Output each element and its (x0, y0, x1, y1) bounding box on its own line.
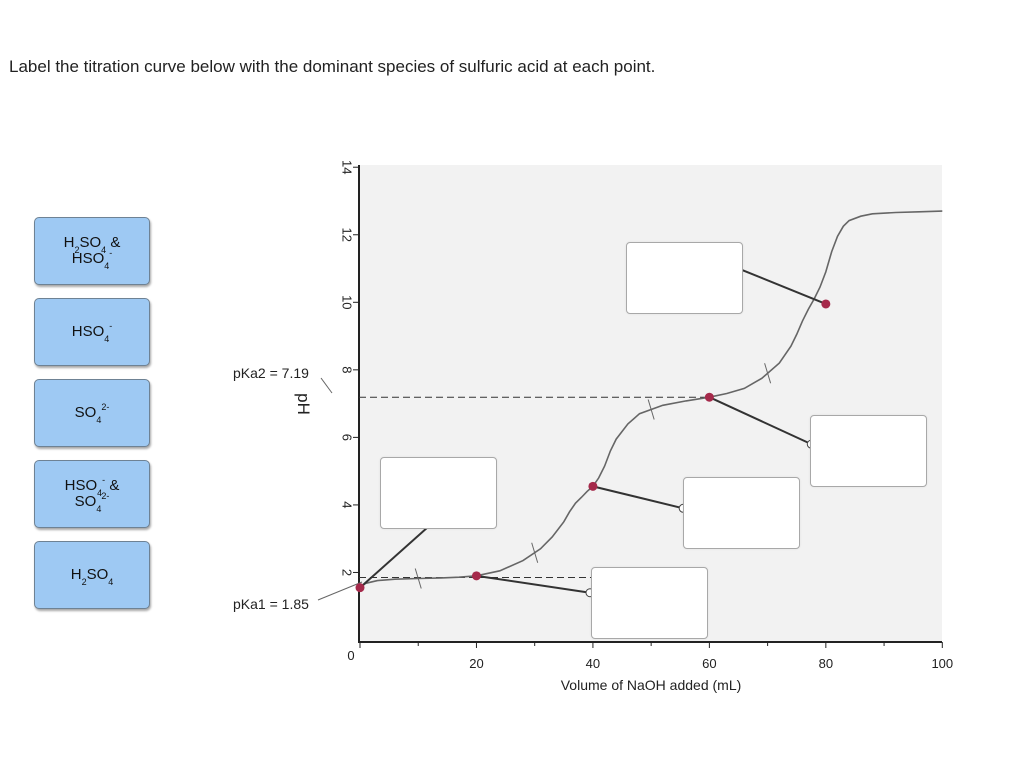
data-point (588, 481, 598, 491)
tile-formula: HSO4- & SO42- (64, 475, 120, 514)
data-point (821, 299, 831, 309)
tile-hso4[interactable]: HSO4- (34, 298, 150, 366)
titration-curve (359, 210, 943, 589)
drop-zone-4[interactable] (810, 415, 927, 487)
drop-zone-5[interactable] (626, 242, 743, 314)
half-equivalence-tick (764, 363, 772, 384)
pka-annotation: pKa1 = 1.85 (233, 596, 309, 612)
half-equivalence-tick (531, 542, 539, 563)
y-tick-label: 8 (340, 366, 355, 373)
drop-zone-1[interactable] (380, 457, 497, 529)
y-tick-label: 10 (340, 295, 355, 309)
leader-line (708, 396, 812, 446)
drop-zone-3[interactable] (683, 477, 800, 549)
half-equivalence-tick (414, 568, 422, 589)
tile-so4-2[interactable]: SO42- (34, 379, 150, 447)
y-axis-label: pH (294, 393, 313, 415)
question-prompt: Label the titration curve below with the… (9, 57, 656, 76)
x-tick-label: 0 (347, 648, 354, 663)
tile-h2so4[interactable]: H2SO4 (34, 541, 150, 609)
tile-formula: H2SO4 (70, 566, 114, 587)
y-tick-label: 14 (340, 160, 355, 174)
drop-zone-2[interactable] (591, 567, 708, 639)
x-tick-label: 80 (819, 656, 833, 671)
x-tick-label: 40 (586, 656, 600, 671)
y-tick-label: 6 (340, 434, 355, 441)
x-tick-label: 100 (931, 656, 953, 671)
tile-h2so4-and-hso4[interactable]: H2SO4 & HSO4- (34, 217, 150, 285)
x-tick-label: 20 (469, 656, 483, 671)
pka-annotation: pKa2 = 7.19 (233, 365, 309, 381)
data-point (704, 392, 714, 402)
leader-line (592, 485, 684, 510)
pka-annotation-pointer (317, 581, 363, 601)
pka-annotation-pointer (320, 377, 333, 394)
y-tick-label: 12 (340, 228, 355, 242)
leader-line (359, 519, 437, 589)
leader-line (476, 574, 591, 594)
tile-formula: HSO4- (71, 321, 113, 344)
data-point (471, 571, 481, 581)
x-tick-label: 60 (702, 656, 716, 671)
y-tick-label: 2 (340, 569, 355, 576)
tile-formula: H2SO4 & HSO4- (63, 234, 121, 271)
y-tick-label: 4 (340, 501, 355, 508)
tile-hso4-and-so4-2[interactable]: HSO4- & SO42- (34, 460, 150, 528)
data-point (355, 583, 365, 593)
leader-line (738, 267, 827, 305)
half-equivalence-tick (647, 399, 655, 420)
x-axis-label: Volume of NaOH added (mL) (561, 677, 742, 693)
tile-formula: SO42- (74, 402, 110, 425)
